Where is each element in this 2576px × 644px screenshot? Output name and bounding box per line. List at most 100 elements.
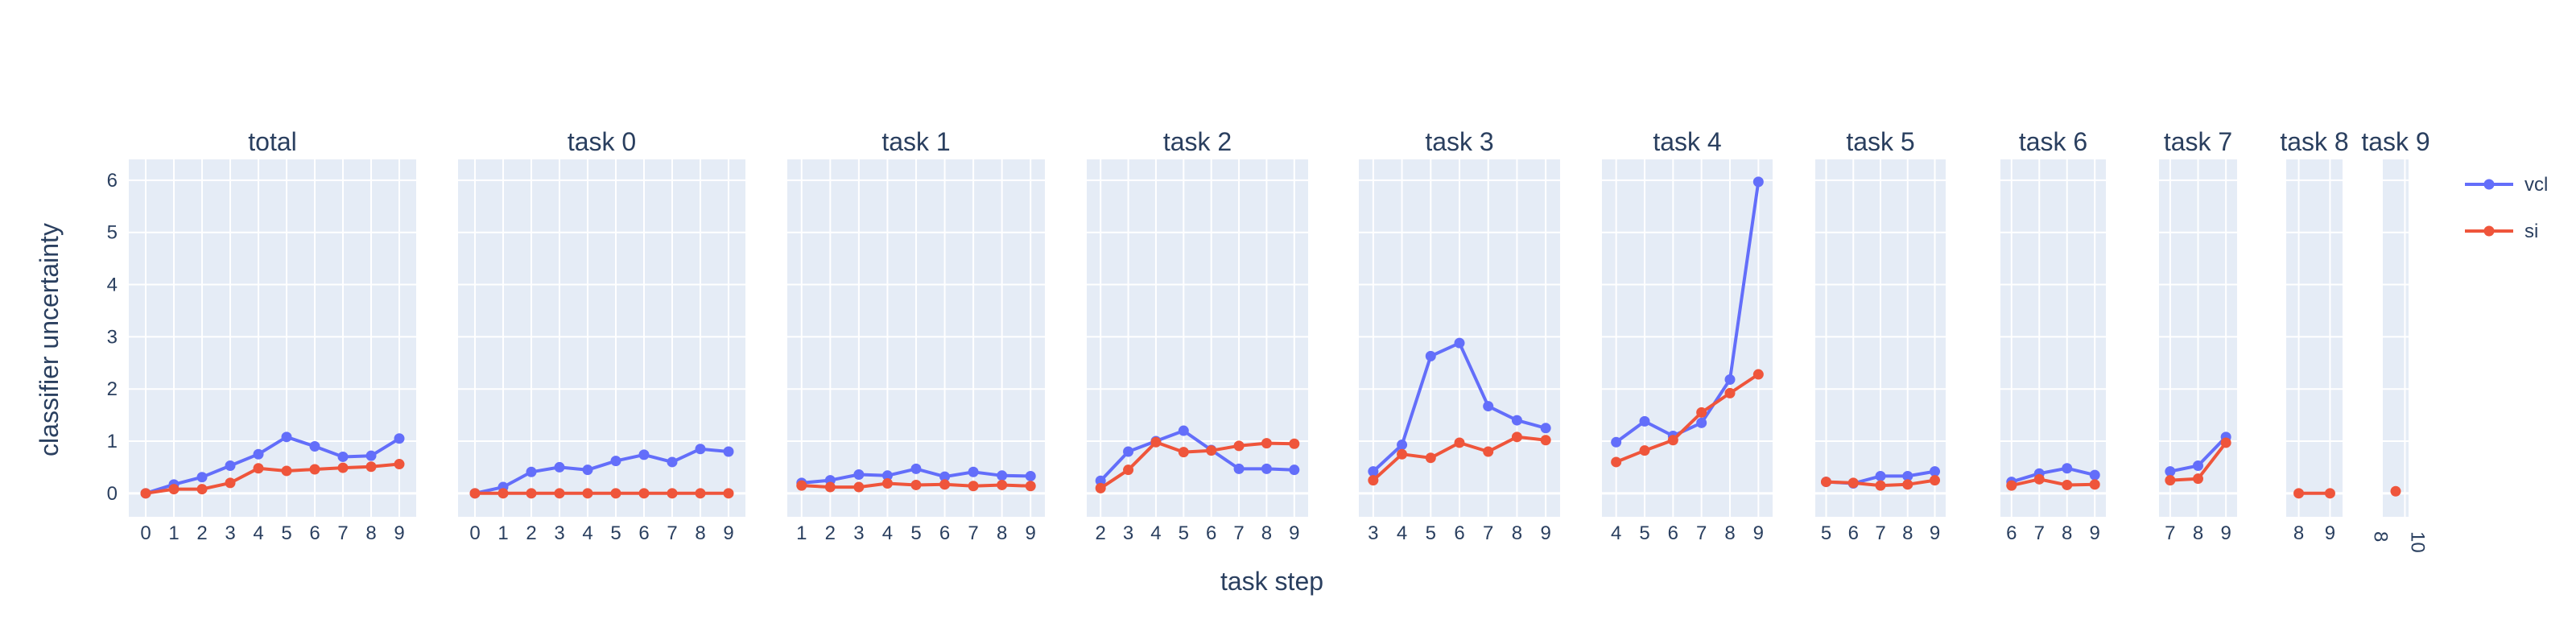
data-point-si[interactable]: [1667, 435, 1678, 446]
data-point-vcl[interactable]: [309, 440, 320, 452]
data-point-si[interactable]: [1289, 438, 1300, 449]
data-point-si[interactable]: [968, 481, 979, 492]
data-point-vcl[interactable]: [1261, 463, 1272, 474]
data-point-si[interactable]: [1261, 438, 1272, 449]
data-point-vcl[interactable]: [1540, 423, 1551, 434]
data-point-si[interactable]: [695, 488, 706, 499]
data-point-si[interactable]: [2220, 437, 2231, 448]
data-point-vcl[interactable]: [1368, 466, 1379, 477]
data-point-si[interactable]: [1847, 477, 1859, 489]
data-point-si[interactable]: [1902, 479, 1913, 490]
data-point-vcl[interactable]: [1289, 464, 1300, 476]
data-point-si[interactable]: [610, 488, 621, 499]
data-point-si[interactable]: [554, 488, 565, 499]
data-point-si[interactable]: [1696, 407, 1707, 418]
data-point-vcl[interactable]: [1095, 475, 1106, 486]
data-point-si[interactable]: [2006, 480, 2017, 491]
data-point-si[interactable]: [667, 488, 678, 499]
data-point-vcl[interactable]: [196, 472, 208, 483]
data-point-si[interactable]: [2293, 488, 2305, 499]
data-point-si[interactable]: [2089, 479, 2100, 490]
data-point-si[interactable]: [168, 484, 180, 495]
data-point-vcl[interactable]: [853, 469, 865, 480]
data-point-si[interactable]: [497, 488, 509, 499]
data-point-si[interactable]: [1150, 436, 1162, 448]
data-point-vcl[interactable]: [365, 450, 377, 461]
data-point-si[interactable]: [910, 479, 922, 490]
data-point-si[interactable]: [939, 479, 951, 490]
data-point-si[interactable]: [1397, 448, 1408, 460]
data-point-vcl[interactable]: [1233, 463, 1245, 474]
data-point-vcl[interactable]: [997, 470, 1008, 481]
data-point-si[interactable]: [1233, 440, 1245, 452]
data-point-si[interactable]: [881, 478, 893, 489]
data-point-si[interactable]: [1368, 475, 1379, 486]
data-point-si[interactable]: [2062, 479, 2073, 490]
data-point-si[interactable]: [1821, 477, 1831, 488]
data-point-vcl[interactable]: [526, 466, 537, 477]
data-point-vcl[interactable]: [1875, 470, 1886, 481]
legend-item-si[interactable]: si: [2465, 221, 2538, 242]
data-point-si[interactable]: [582, 488, 593, 499]
data-point-vcl[interactable]: [1454, 337, 1465, 349]
data-point-vcl[interactable]: [281, 431, 292, 443]
data-point-si[interactable]: [824, 481, 836, 493]
data-point-vcl[interactable]: [881, 470, 893, 481]
data-point-si[interactable]: [225, 477, 236, 489]
data-point-vcl[interactable]: [610, 456, 621, 467]
data-point-si[interactable]: [1123, 464, 1134, 476]
data-point-si[interactable]: [253, 463, 264, 474]
data-point-vcl[interactable]: [2089, 469, 2100, 481]
data-point-vcl[interactable]: [1902, 470, 1913, 481]
data-point-vcl[interactable]: [1511, 415, 1522, 426]
data-point-si[interactable]: [1483, 446, 1494, 457]
data-point-si[interactable]: [1540, 435, 1551, 446]
data-point-si[interactable]: [365, 461, 377, 473]
data-point-vcl[interactable]: [394, 433, 405, 444]
data-point-vcl[interactable]: [554, 461, 565, 473]
data-point-vcl[interactable]: [1425, 350, 1436, 361]
data-point-si[interactable]: [337, 462, 349, 473]
data-point-vcl[interactable]: [582, 464, 593, 476]
data-point-si[interactable]: [997, 479, 1008, 490]
data-point-si[interactable]: [526, 488, 537, 499]
data-point-vcl[interactable]: [1397, 440, 1408, 451]
data-point-vcl[interactable]: [2165, 466, 2176, 477]
data-point-si[interactable]: [2193, 473, 2203, 485]
data-point-si[interactable]: [1178, 447, 1189, 458]
data-point-vcl[interactable]: [1123, 446, 1134, 457]
data-point-vcl[interactable]: [667, 456, 678, 468]
data-point-vcl[interactable]: [723, 446, 734, 457]
data-point-si[interactable]: [638, 488, 650, 499]
data-point-vcl[interactable]: [968, 466, 979, 477]
data-point-si[interactable]: [2390, 485, 2401, 497]
data-point-si[interactable]: [796, 480, 807, 491]
data-point-vcl[interactable]: [2193, 460, 2203, 471]
data-point-si[interactable]: [2033, 473, 2045, 485]
data-point-si[interactable]: [1425, 452, 1436, 464]
legend-item-vcl[interactable]: vcl: [2465, 174, 2548, 196]
data-point-si[interactable]: [469, 488, 481, 499]
data-point-vcl[interactable]: [638, 449, 650, 460]
data-point-si[interactable]: [2324, 488, 2335, 499]
data-point-vcl[interactable]: [1639, 415, 1650, 427]
data-point-vcl[interactable]: [1724, 374, 1736, 386]
data-point-vcl[interactable]: [910, 463, 922, 474]
legend[interactable]: vcl si: [2465, 174, 2548, 242]
data-point-si[interactable]: [1930, 475, 1940, 486]
data-point-si[interactable]: [1095, 482, 1106, 493]
data-point-vcl[interactable]: [1025, 470, 1036, 481]
data-point-si[interactable]: [853, 481, 865, 493]
data-point-vcl[interactable]: [253, 448, 264, 460]
data-point-vcl[interactable]: [1930, 466, 1940, 477]
data-point-si[interactable]: [140, 488, 151, 499]
data-point-si[interactable]: [1511, 431, 1522, 443]
data-point-vcl[interactable]: [1611, 436, 1622, 448]
data-point-si[interactable]: [2165, 475, 2176, 486]
data-point-si[interactable]: [723, 488, 734, 499]
data-point-si[interactable]: [1454, 437, 1465, 448]
data-point-vcl[interactable]: [225, 460, 236, 471]
data-point-vcl[interactable]: [695, 444, 706, 455]
data-point-si[interactable]: [1639, 445, 1650, 456]
data-point-vcl[interactable]: [1178, 425, 1189, 436]
